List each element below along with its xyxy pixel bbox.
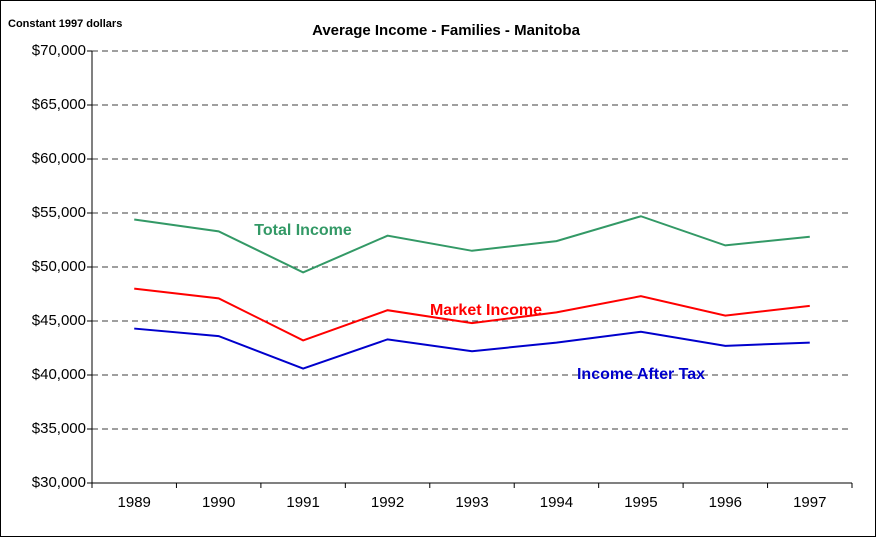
- y-tick-label: $40,000: [32, 366, 86, 383]
- series-label: Income After Tax: [577, 366, 705, 383]
- series-label: Total Income: [254, 222, 352, 239]
- y-tick-label: $35,000: [32, 420, 86, 437]
- x-tick-label: 1995: [624, 494, 657, 511]
- x-tick-label: 1991: [286, 494, 319, 511]
- x-tick-label: 1996: [709, 494, 742, 511]
- series-line: [134, 215, 810, 274]
- y-tick-label: $45,000: [32, 312, 86, 329]
- series-line: [134, 327, 810, 370]
- y-tick-label: $50,000: [32, 258, 86, 275]
- y-tick-label: $70,000: [32, 42, 86, 59]
- series-line: [134, 287, 810, 342]
- x-tick-label: 1997: [793, 494, 826, 511]
- x-tick-label: 1989: [118, 494, 151, 511]
- x-tick-label: 1994: [540, 494, 573, 511]
- x-tick-label: 1990: [202, 494, 235, 511]
- y-axis-label: Constant 1997 dollars: [8, 18, 122, 30]
- x-tick-label: 1993: [455, 494, 488, 511]
- y-tick-label: $65,000: [32, 96, 86, 113]
- y-tick-label: $60,000: [32, 150, 86, 167]
- y-tick-label: $30,000: [32, 474, 86, 491]
- x-tick-label: 1992: [371, 494, 404, 511]
- y-tick-label: $55,000: [32, 204, 86, 221]
- chart-title: Average Income - Families - Manitoba: [312, 22, 581, 39]
- series-label: Market Income: [430, 302, 542, 319]
